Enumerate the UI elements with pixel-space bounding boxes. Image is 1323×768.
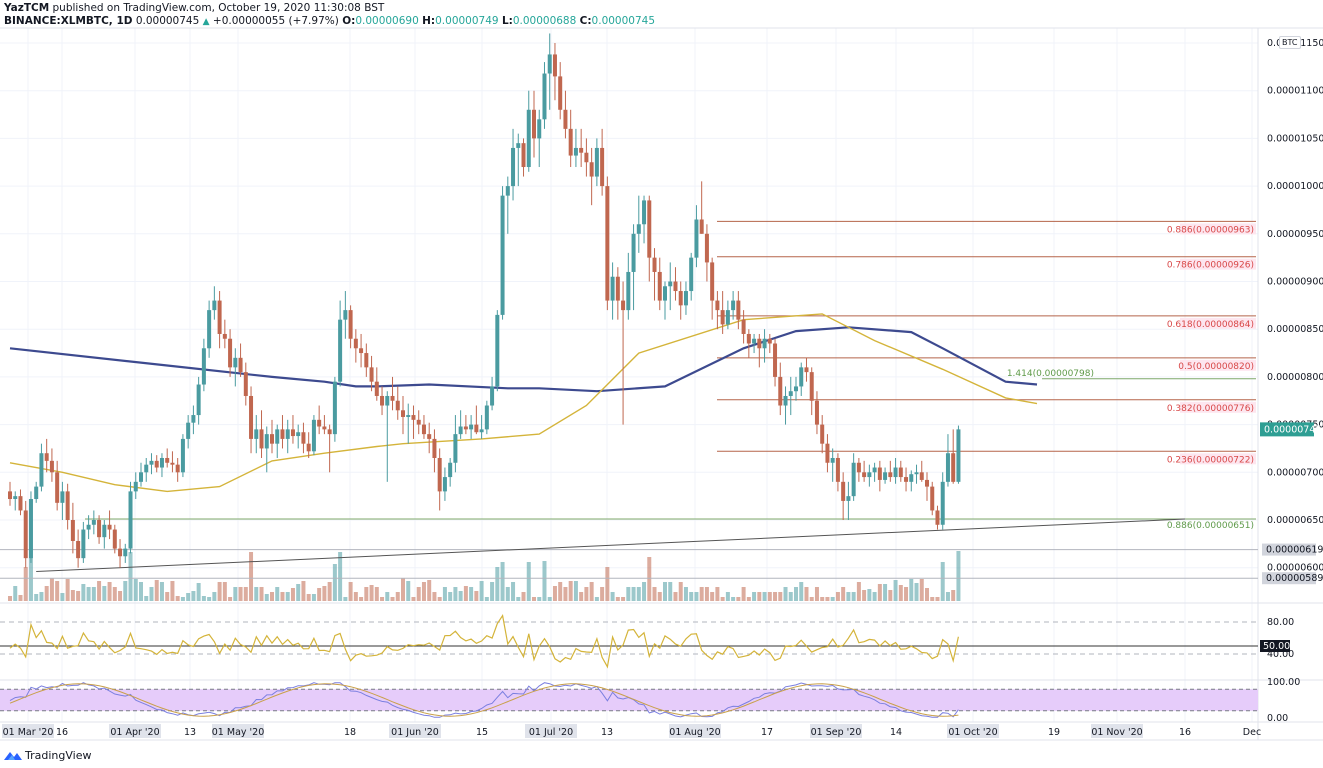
svg-text:18: 18 (344, 727, 356, 738)
svg-text:0.00001100: 0.00001100 (1267, 86, 1323, 97)
svg-text:0.618(0.00000864): 0.618(0.00000864) (1167, 320, 1254, 330)
time-axis[interactable]: 01 Mar '20 16 01 Apr '20 13 01 May '20 18 01 J… (2, 724, 1261, 738)
last-price: 0.00000745 (135, 15, 200, 27)
stochastic-pane: 100.00 0.00 (0, 677, 1300, 724)
svg-text:14: 14 (890, 727, 902, 738)
svg-text:40.00: 40.00 (1267, 649, 1294, 660)
svg-text:0.382(0.00000776): 0.382(0.00000776) (1167, 404, 1254, 414)
close-label: C: (579, 15, 592, 27)
tradingview-footer: TradingView (4, 749, 91, 762)
low-value: 0.00000688 (512, 15, 577, 27)
svg-text:0.886(0.00000651): 0.886(0.00000651) (1167, 521, 1254, 531)
open-label: O: (342, 15, 356, 27)
svg-text:0.00000600: 0.00000600 (1267, 563, 1323, 574)
brand-name: TradingView (25, 749, 92, 762)
svg-text:01 Mar '20: 01 Mar '20 (3, 727, 54, 738)
currency-badge: BTC (1279, 36, 1301, 49)
publisher-name: YazTCM (4, 2, 50, 14)
svg-text:01 Jun '20: 01 Jun '20 (391, 727, 439, 738)
svg-text:0.00000589: 0.00000589 (1266, 573, 1323, 584)
svg-text:0.5(0.00000820): 0.5(0.00000820) (1178, 362, 1254, 372)
svg-text:13: 13 (184, 727, 196, 738)
drawn-lines: 0.886(0.00000963) 0.786(0.00000926) 0.618(… (0, 220, 1258, 579)
price-change: +0.00000055 (+7.97%) (212, 15, 339, 27)
svg-text:0.00000900: 0.00000900 (1267, 277, 1323, 288)
low-label: L: (501, 15, 513, 27)
svg-text:0.236(0.00000722): 0.236(0.00000722) (1167, 455, 1254, 465)
candlesticks (8, 33, 961, 568)
svg-text:0.00000950: 0.00000950 (1267, 229, 1323, 240)
svg-text:15: 15 (476, 727, 488, 738)
tradingview-logo-icon (4, 752, 22, 760)
svg-text:0.00000619: 0.00000619 (1266, 545, 1323, 556)
stochastic-band (0, 689, 1258, 711)
svg-text:0.00000650: 0.00000650 (1267, 515, 1323, 526)
high-value: 0.00000749 (435, 15, 499, 27)
svg-text:01 Sep '20: 01 Sep '20 (811, 727, 862, 738)
svg-text:01 Apr '20: 01 Apr '20 (110, 727, 159, 738)
svg-text:50.00: 50.00 (1263, 641, 1290, 652)
svg-text:0.00001000: 0.00001000 (1267, 181, 1323, 192)
svg-text:Dec: Dec (1243, 727, 1261, 738)
publish-text: published on TradingView.com, October 19… (52, 2, 385, 14)
svg-text:1.414(0.00000798): 1.414(0.00000798) (1007, 369, 1094, 379)
svg-text:01 Jul '20: 01 Jul '20 (529, 727, 573, 738)
svg-text:01 May '20: 01 May '20 (212, 727, 264, 738)
svg-text:0.00001050: 0.00001050 (1267, 133, 1323, 144)
high-label: H: (422, 15, 436, 27)
open-value: 0.00000690 (355, 15, 419, 27)
svg-text:01 Nov '20: 01 Nov '20 (1091, 727, 1142, 738)
close-value: 0.00000745 (591, 15, 656, 27)
svg-text:01 Oct '20: 01 Oct '20 (948, 727, 997, 738)
volume-bars (8, 551, 961, 601)
svg-text:19: 19 (1048, 727, 1060, 738)
moving-averages (9, 313, 1038, 493)
svg-text:0.00000800: 0.00000800 (1267, 372, 1323, 383)
svg-text:0.00000700: 0.00000700 (1267, 467, 1323, 478)
svg-text:01 Aug '20: 01 Aug '20 (669, 727, 720, 738)
svg-text:80.00: 80.00 (1267, 617, 1294, 628)
publish-info: YazTCM published on TradingView.com, Oct… (4, 2, 384, 14)
symbol-legend: BINANCE:XLMBTC, 1D 0.00000745 ▲ +0.00000… (4, 15, 655, 27)
svg-text:13: 13 (601, 727, 613, 738)
svg-text:0.00: 0.00 (1267, 713, 1288, 724)
price-axis[interactable]: 0.000011500.000011000.000010500.00001000… (1260, 38, 1323, 585)
symbol-name[interactable]: BINANCE:XLMBTC, 1D (4, 15, 133, 27)
svg-text:17: 17 (761, 727, 773, 738)
grid-lines (0, 27, 1323, 741)
svg-text:0.886(0.00000963): 0.886(0.00000963) (1167, 225, 1254, 235)
svg-text:0.00000745: 0.00000745 (1264, 424, 1321, 435)
up-arrow-icon: ▲ (202, 17, 210, 27)
svg-text:16: 16 (56, 727, 68, 738)
svg-text:0.00000850: 0.00000850 (1267, 324, 1323, 335)
svg-text:0.786(0.00000926): 0.786(0.00000926) (1167, 261, 1254, 271)
svg-text:100.00: 100.00 (1267, 677, 1300, 688)
svg-text:16: 16 (1179, 727, 1191, 738)
